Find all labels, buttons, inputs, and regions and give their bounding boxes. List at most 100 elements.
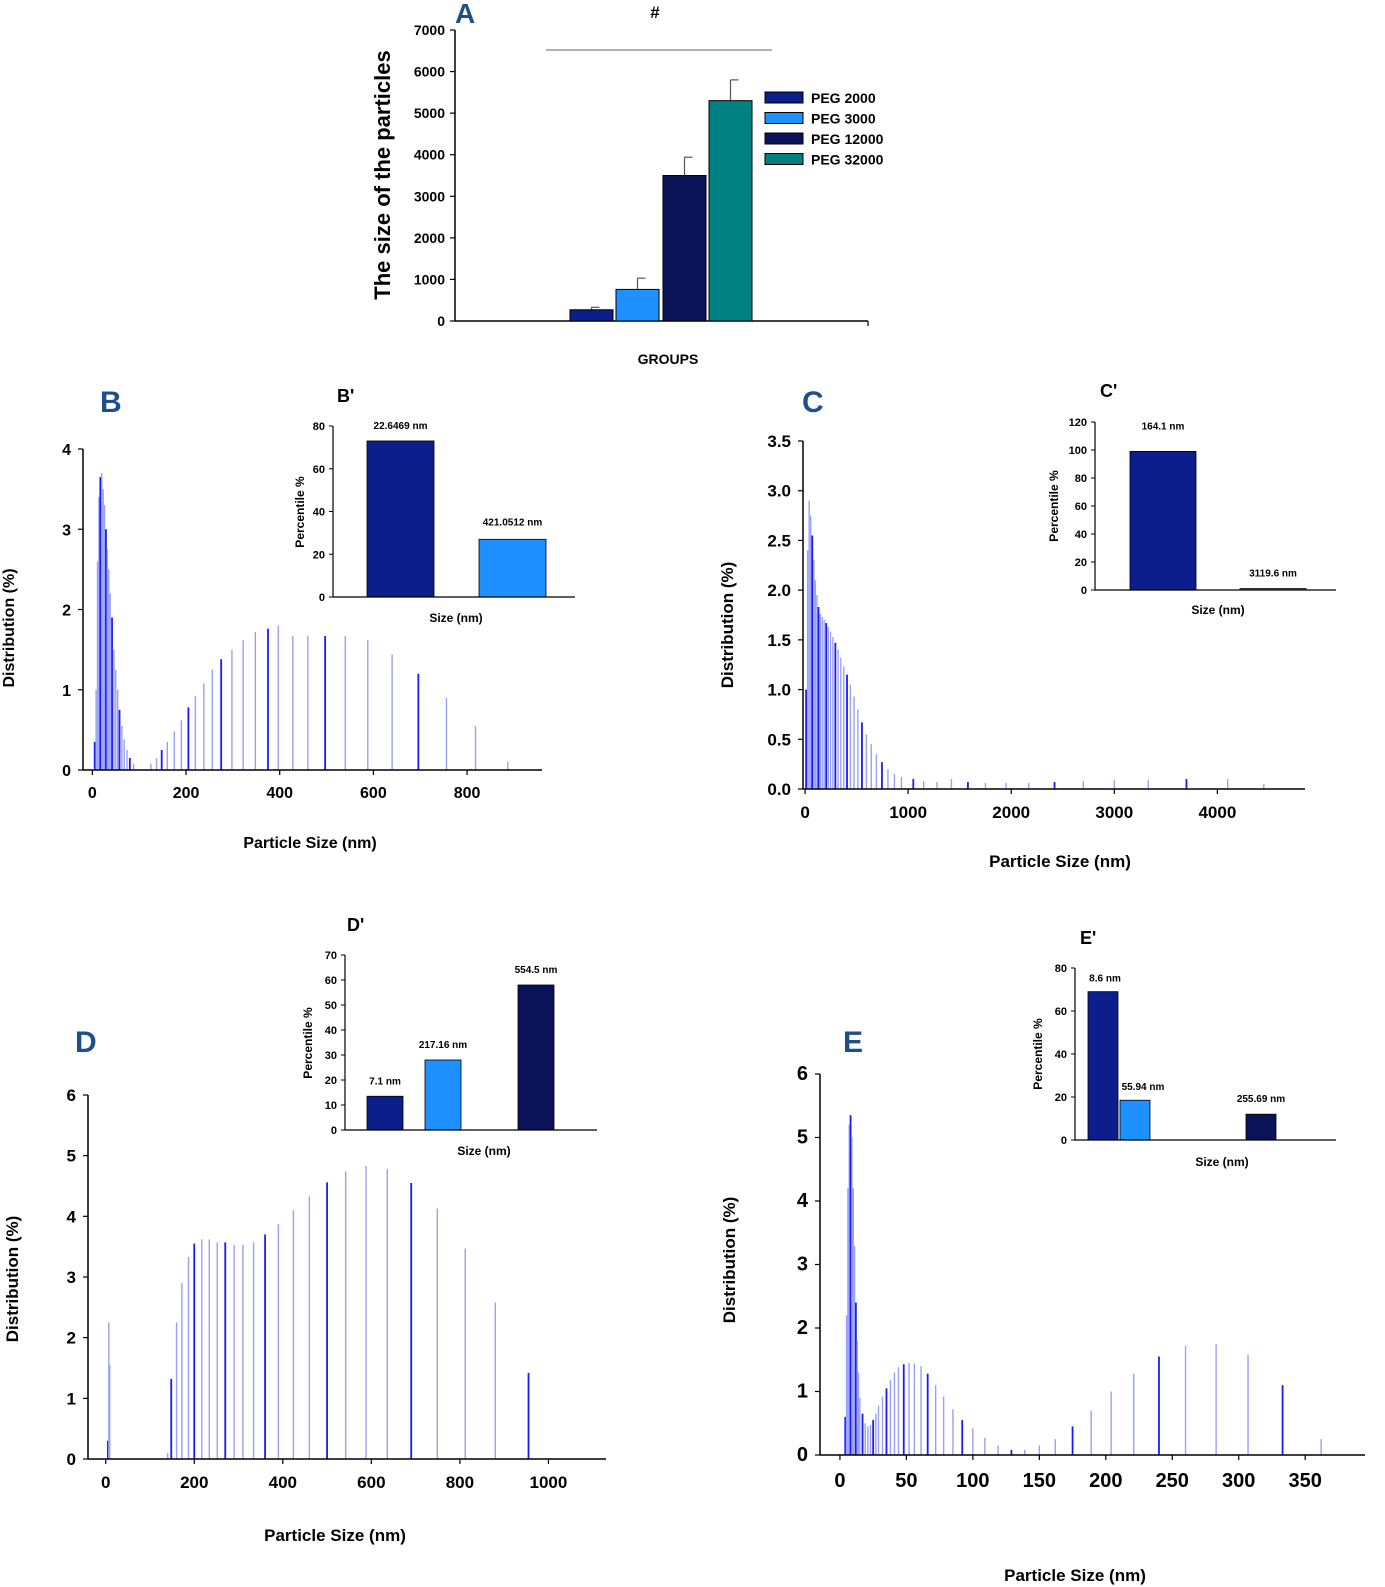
y-tick-label: 6 [797,1063,808,1085]
y-tick-label: 40 [325,1025,337,1037]
y-tick-label: 0.5 [767,730,791,749]
x-axis-label: Particle Size (nm) [243,835,376,852]
x-tick-label: 800 [454,785,481,802]
x-axis-label: Particle Size (nm) [989,852,1131,871]
x-axis-label: Size (nm) [1191,603,1244,617]
inset-d-prime: D' 7.1 nm 217.16 nm 554.5 nm 0 10 20 30 40 50 60 70… [301,915,597,1158]
y-tick-label: 4 [797,1190,809,1212]
y-tick-label: 0 [797,1444,808,1466]
y-tick-label: 60 [1055,1006,1067,1018]
x-tick-label: 600 [357,1473,385,1492]
y-tick-label: 70 [325,950,337,962]
y-axis-label: Percentile % [301,1007,315,1079]
x-tick-label: 400 [269,1473,297,1492]
bar-label: 8.6 nm [1089,974,1121,985]
panel-label: D [75,1026,97,1059]
x-tick-label: 400 [266,785,293,802]
inset-c-prime: C' 164.1 nm 3119.6 nm 0 20 40 60 80 100 120 Size (… [1047,381,1336,617]
y-tick-label: 40 [1055,1049,1067,1061]
y-axis-label: Distribution (%) [3,1216,22,1343]
y-tick-label: 120 [1069,417,1087,429]
annotation: # [650,3,660,22]
panel-a: A 0 1000 2000 3000 4000 5000 6000 7000 The size o… [370,0,884,367]
y-tick-label: 1.5 [767,631,791,650]
bar-label: 3119.6 nm [1249,569,1297,580]
legend-swatch [764,112,804,124]
x-tick-label: 1000 [530,1473,568,1492]
legend-entry: PEG 2000 [811,90,876,106]
y-tick-label: 30 [325,1050,337,1062]
x-tick-label: 100 [956,1470,989,1492]
y-tick-label: 2 [67,1329,76,1348]
y-tick-label: 0 [1061,1135,1067,1147]
x-axis-label: Particle Size (nm) [1004,1566,1146,1585]
y-tick-label: 3 [797,1254,808,1276]
bar [1119,1099,1151,1141]
panel-label: E' [1080,928,1096,948]
y-tick-label: 3.0 [767,482,791,501]
bar [662,175,707,322]
bar [366,440,435,598]
x-tick-label: 600 [360,785,387,802]
y-tick-label: 6 [67,1086,76,1105]
y-tick-label: 2 [797,1317,808,1339]
y-tick-label: 0 [437,313,445,329]
y-tick-label: 3 [67,1268,76,1287]
bar-label: 421.0512 nm [483,517,543,528]
x-tick-label: 0 [834,1470,845,1492]
y-axis-label: The size of the particles [370,50,395,299]
x-tick-label: 0 [101,1473,110,1492]
bar [615,288,660,322]
y-tick-label: 20 [325,1075,337,1087]
x-tick-label: 200 [180,1473,208,1492]
y-tick-label: 80 [1075,473,1087,485]
y-tick-label: 20 [313,549,325,561]
y-tick-label: 3.5 [767,432,791,451]
legend-swatch [764,153,804,165]
y-tick-label: 4000 [414,147,445,163]
x-tick-label: 0 [88,785,97,802]
y-tick-label: 1 [67,1389,76,1408]
panel-label: E [843,1026,863,1059]
y-tick-label: 5000 [414,105,445,121]
y-axis-label: Percentile % [1031,1018,1045,1090]
x-tick-label: 200 [1089,1470,1122,1492]
y-tick-label: 1 [62,683,71,700]
panel-label: C' [1100,381,1117,401]
y-tick-label: 0 [1081,585,1087,597]
y-tick-label: 4 [62,442,71,459]
x-tick-label: 4000 [1198,803,1236,822]
bar-label: 55.94 nm [1122,1082,1165,1093]
bar [1245,1113,1277,1141]
x-tick-label: 200 [173,785,200,802]
y-tick-label: 3000 [414,188,445,204]
x-tick-label: 350 [1288,1470,1321,1492]
x-axis-label: GROUPS [638,351,699,367]
bar-label: 554.5 nm [515,965,558,976]
y-tick-label: 40 [313,507,325,519]
bar [1129,450,1197,591]
panel-label: A [455,0,475,29]
y-tick-label: 5 [67,1147,76,1166]
bar-label: 164.1 nm [1142,421,1185,432]
x-tick-label: 2000 [992,803,1030,822]
panel-label: C [802,386,824,419]
y-tick-label: 0 [62,763,71,780]
legend-entry: PEG 32000 [811,152,884,168]
panel-c: C0.00.51.01.52.02.53.03.50 1000 2000 3000 40… [718,386,1305,871]
x-tick-label: 0 [800,803,809,822]
y-tick-label: 2.5 [767,531,791,550]
y-tick-label: 10 [325,1100,337,1112]
y-tick-label: 2000 [414,230,445,246]
y-tick-label: 4 [67,1207,77,1226]
y-tick-label: 40 [1075,529,1087,541]
y-axis-label: Percentile % [293,476,307,548]
bar-label: 217.16 nm [419,1040,467,1051]
y-tick-label: 80 [1055,963,1067,975]
y-tick-label: 80 [313,421,325,433]
x-tick-label: 1000 [889,803,927,822]
